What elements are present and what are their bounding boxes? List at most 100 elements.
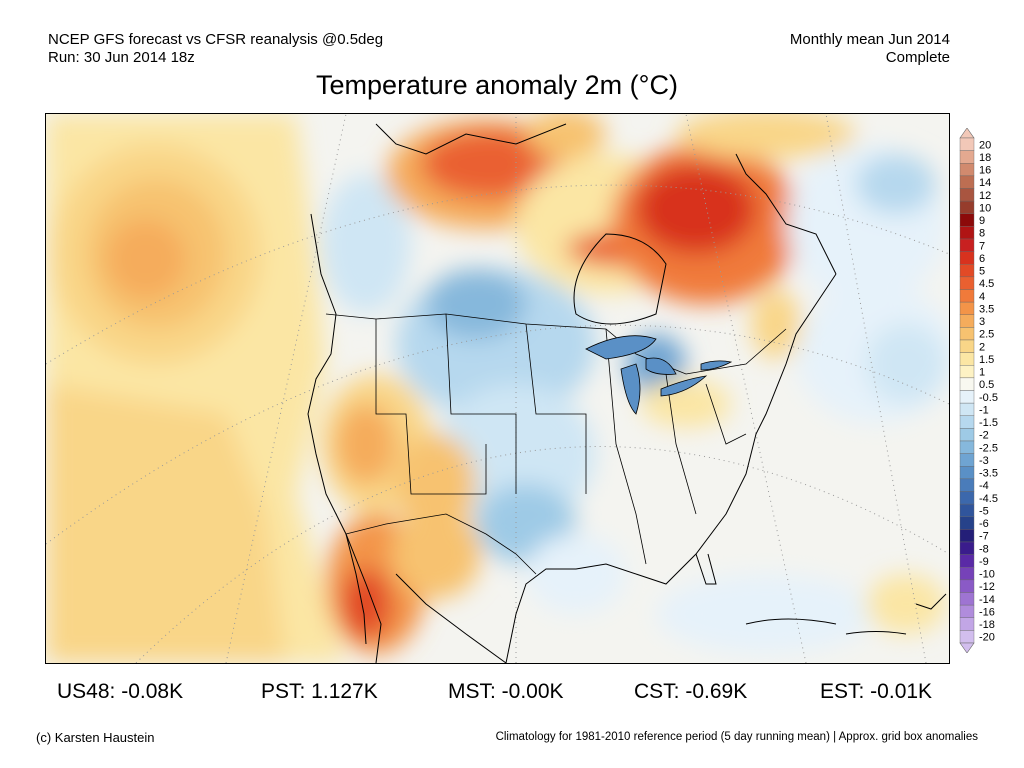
legend-swatch <box>959 226 975 240</box>
stat-est: EST: -0.01K <box>820 680 933 703</box>
regional-stats: US48: -0.08K PST: 1.127K MST: -0.00K CST… <box>0 680 1024 704</box>
legend-swatch <box>959 238 975 252</box>
legend-label: 18 <box>979 152 991 164</box>
legend-label: 12 <box>979 190 991 202</box>
header-left: NCEP GFS forecast vs CFSR reanalysis @0.… <box>48 31 383 67</box>
legend-swatch <box>959 466 975 480</box>
legend-swatch <box>959 630 975 644</box>
legend-label: -14 <box>979 594 995 606</box>
legend-swatch <box>959 365 975 379</box>
legend-swatch <box>959 491 975 505</box>
legend-label: 8 <box>979 228 985 240</box>
legend-swatch <box>959 516 975 530</box>
model-description: NCEP GFS forecast vs CFSR reanalysis @0.… <box>48 31 384 48</box>
legend-label: 3 <box>979 316 985 328</box>
legend-label: -8 <box>979 543 989 555</box>
legend-swatch <box>959 415 975 429</box>
coastlines <box>307 123 947 663</box>
legend-label: 2 <box>979 341 985 353</box>
legend-label: 20 <box>979 139 991 151</box>
legend-swatch <box>959 402 975 416</box>
legend-swatch <box>959 453 975 467</box>
legend-swatch <box>959 200 975 214</box>
legend-label: -18 <box>979 619 995 631</box>
legend-label: 0.5 <box>979 379 994 391</box>
legend-swatch <box>959 440 975 454</box>
legend-swatch <box>959 390 975 404</box>
legend-label: 4 <box>979 291 985 303</box>
stat-pst: PST: 1.127K <box>261 680 378 703</box>
legend-swatch <box>959 352 975 366</box>
anomaly-map <box>45 113 950 664</box>
legend-swatch <box>959 478 975 492</box>
legend-arrow-max <box>959 128 975 139</box>
stat-mst: MST: -0.00K <box>448 680 564 703</box>
stat-cst: CST: -0.69K <box>634 680 748 703</box>
legend-label: -10 <box>979 569 995 581</box>
legend-label: 9 <box>979 215 985 227</box>
legend-swatch <box>959 251 975 265</box>
legend-label: 2.5 <box>979 329 994 341</box>
legend-swatch <box>959 137 975 151</box>
borders <box>325 313 787 575</box>
legend-label: 4.5 <box>979 278 994 290</box>
legend-swatch <box>959 339 975 353</box>
legend-label: 1.5 <box>979 354 994 366</box>
legend-swatch <box>959 163 975 177</box>
legend-swatch <box>959 289 975 303</box>
legend-swatch <box>959 213 975 227</box>
legend-label: -1.5 <box>979 417 998 429</box>
copyright: (c) Karsten Haustein <box>36 730 155 745</box>
legend-label: 10 <box>979 202 991 214</box>
legend-label: -0.5 <box>979 392 998 404</box>
legend-label: 6 <box>979 253 985 265</box>
legend-swatch <box>959 327 975 341</box>
legend-swatch <box>959 503 975 517</box>
legend-swatch <box>959 150 975 164</box>
legend-swatch <box>959 617 975 631</box>
legend-label: -2.5 <box>979 442 998 454</box>
legend-swatch <box>959 604 975 618</box>
legend-label: -4.5 <box>979 493 998 505</box>
legend-label: -5 <box>979 505 989 517</box>
legend-label: -9 <box>979 556 989 568</box>
legend-label: 3.5 <box>979 303 994 315</box>
legend-label: 7 <box>979 240 985 252</box>
legend-label: -2 <box>979 430 989 442</box>
legend-label: -12 <box>979 581 995 593</box>
map-canvas <box>46 114 949 663</box>
legend-label: -3 <box>979 455 989 467</box>
map-title: Temperature anomaly 2m (°C) <box>316 70 678 100</box>
great-lakes <box>585 335 733 415</box>
climatology-note: Climatology for 1981-2010 reference peri… <box>495 731 978 743</box>
legend-arrow-min <box>959 642 975 653</box>
legend-label: -16 <box>979 606 995 618</box>
legend-label: -1 <box>979 404 989 416</box>
legend-label: 5 <box>979 266 985 278</box>
legend-swatch <box>959 592 975 606</box>
legend-label: 14 <box>979 177 991 189</box>
color-legend: 201816141210987654.543.532.521.510.5-0.5… <box>959 128 998 653</box>
legend-swatch <box>959 529 975 543</box>
run-time: Run: 30 Jun 2014 18z <box>48 49 195 66</box>
legend-swatch <box>959 377 975 391</box>
legend-label: -6 <box>979 518 989 530</box>
legend-swatch <box>959 175 975 189</box>
legend-label: -20 <box>979 632 995 644</box>
legend-swatch <box>959 567 975 581</box>
legend-label: 16 <box>979 165 991 177</box>
legend-swatch <box>959 301 975 315</box>
legend-swatch <box>959 276 975 290</box>
status-label: Complete <box>885 49 950 66</box>
legend-swatch <box>959 579 975 593</box>
header-right: Monthly mean Jun 2014 Complete <box>790 31 950 67</box>
legend-swatch <box>959 314 975 328</box>
legend-swatch <box>959 428 975 442</box>
stat-us48: US48: -0.08K <box>57 680 184 703</box>
anomaly-shading <box>46 114 949 663</box>
legend-label: 1 <box>979 367 985 379</box>
legend-label: -4 <box>979 480 989 492</box>
legend-swatch <box>959 541 975 555</box>
legend-swatch <box>959 188 975 202</box>
period-label: Monthly mean Jun 2014 <box>789 31 950 48</box>
